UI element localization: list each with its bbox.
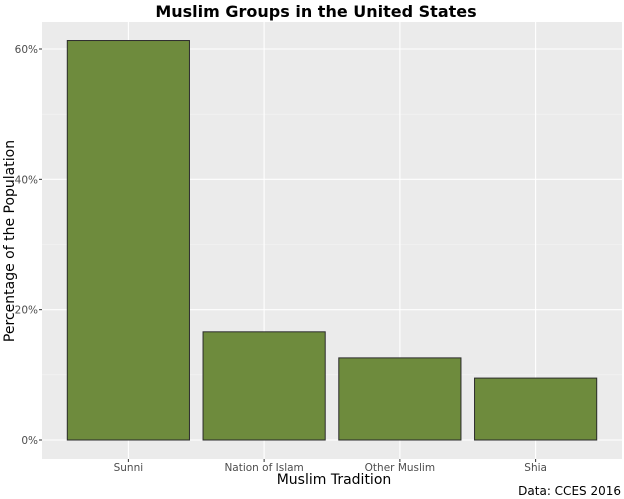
x-tick-label: Shia [524,462,547,474]
bar-other-muslim [338,357,462,441]
y-axis: 0% 20% 40% 60% [15,44,42,447]
bar-sunni [66,40,190,441]
y-tick-label: 0% [21,435,38,447]
y-tick-label: 60% [15,44,38,56]
x-axis-title: Muslim Tradition [277,472,392,488]
caption: Data: CCES 2016 [518,484,621,498]
x-axis: Sunni Nation of Islam Other Muslim Shia [114,459,547,474]
x-tick-label: Other Muslim [365,462,435,474]
y-tick-label: 20% [15,305,38,317]
y-axis-title: Percentage of the Population [2,140,18,342]
chart-title: Muslim Groups in the United States [155,2,476,21]
bar-shia [474,377,598,441]
x-tick-label: Sunni [114,462,144,474]
bars [66,40,598,441]
bar-nation-of-islam [202,331,326,441]
y-tick-label: 40% [15,174,38,186]
x-tick-label: Nation of Islam [224,462,303,474]
